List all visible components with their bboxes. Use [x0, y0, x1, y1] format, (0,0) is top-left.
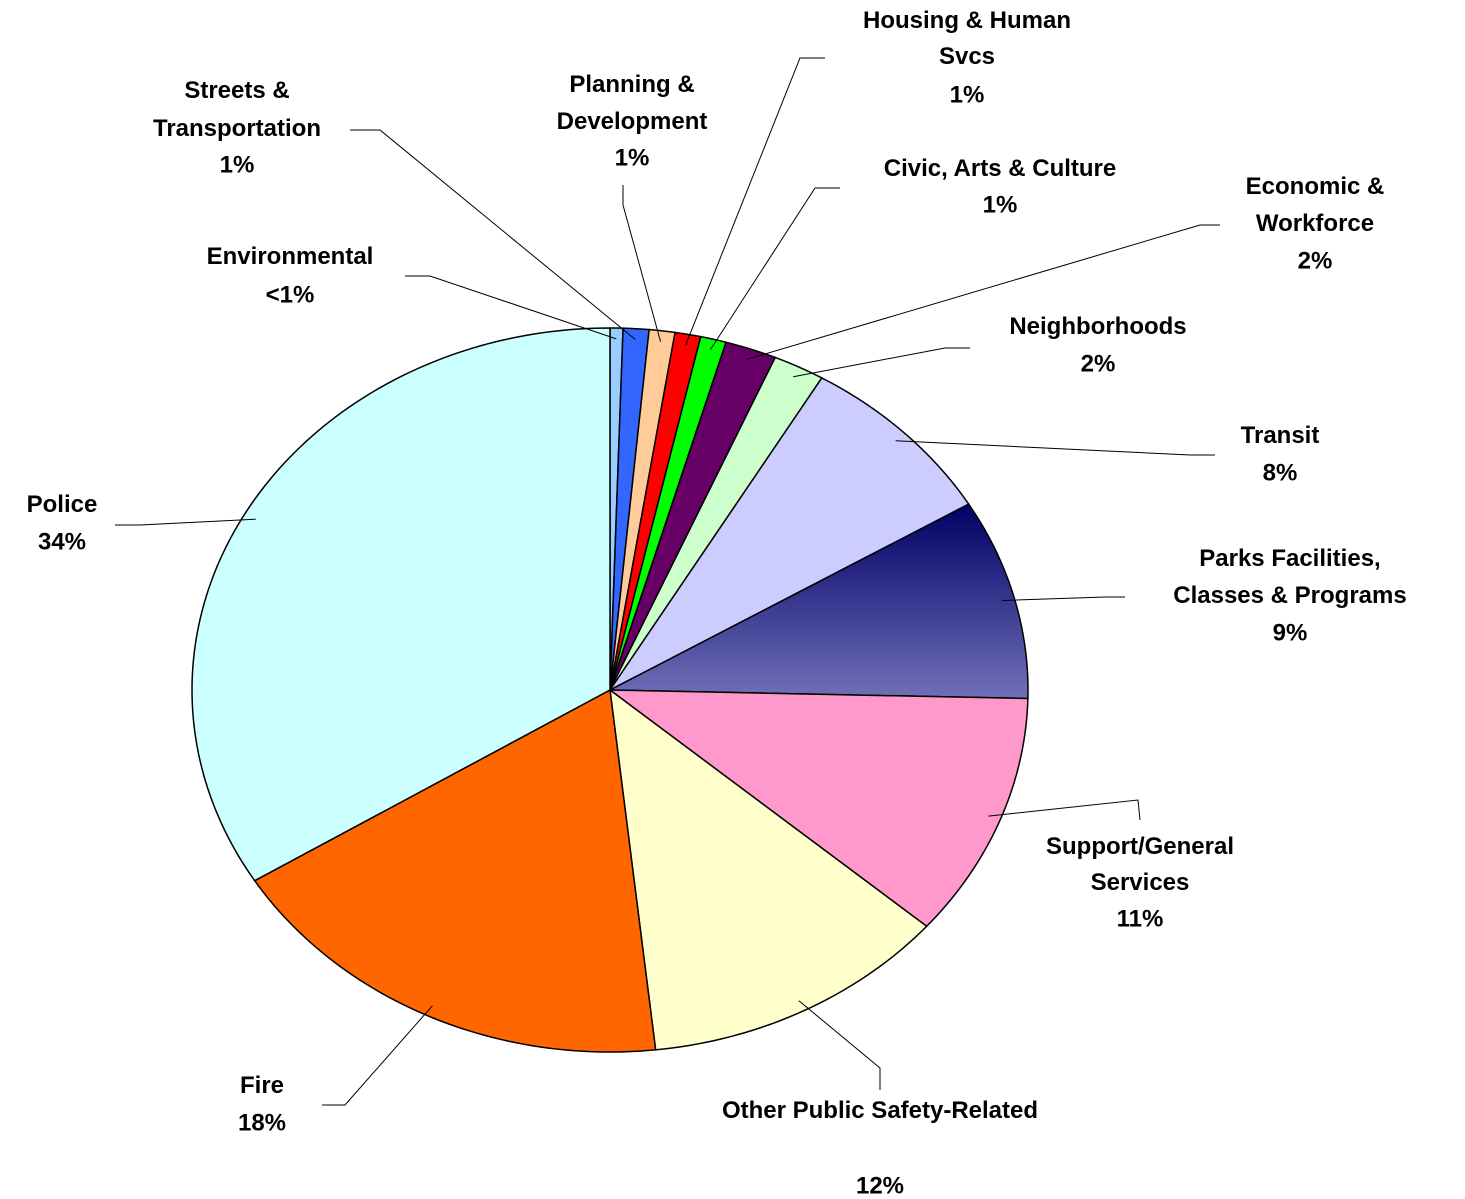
leader-line	[622, 185, 662, 342]
label-line: Services	[1091, 869, 1190, 896]
label-line: Workforce	[1256, 210, 1374, 237]
leader-line	[350, 129, 636, 340]
leader-line	[895, 440, 1215, 456]
label-line: Transit	[1241, 422, 1320, 449]
label-line: Environmental	[207, 243, 374, 270]
slice-label: Fire	[240, 1072, 284, 1099]
slice-label: Parks Facilities, Classes & Programs	[1173, 545, 1406, 609]
label-line: Police	[27, 491, 98, 518]
leader-line	[709, 187, 840, 351]
value-label: 11%	[1117, 905, 1164, 932]
pie-slice	[609, 503, 1029, 700]
value-label: 18%	[238, 1109, 286, 1136]
slice-label: Streets & Transportation	[153, 77, 321, 142]
slice-label: Neighborhoods	[1009, 313, 1186, 340]
slice-label: Economic & Workforce	[1246, 173, 1385, 237]
label-line: Neighborhoods	[1009, 313, 1186, 340]
leader-line	[746, 224, 1220, 360]
label-line: Streets &	[184, 77, 289, 104]
value-label: 34%	[38, 528, 86, 555]
value-label: <1%	[266, 281, 315, 308]
label-line: Other Public Safety-Related	[722, 1097, 1038, 1124]
leader-line	[685, 57, 825, 346]
slice-label: Civic, Arts & Culture	[884, 155, 1117, 182]
slice-label: Environmental	[207, 243, 374, 270]
pie-slice	[609, 356, 823, 691]
slice-label: Housing & Human Svcs	[863, 7, 1071, 70]
value-label: 2%	[1298, 247, 1333, 274]
pie-slice	[607, 689, 1029, 928]
pie-slice	[191, 327, 611, 882]
label-line: Classes & Programs	[1173, 582, 1406, 609]
label-line: Support/General	[1046, 833, 1234, 860]
pie-slice	[253, 688, 657, 1053]
label-line: Housing & Human	[863, 7, 1071, 34]
value-label: 12%	[856, 1172, 904, 1199]
slice-label: Other Public Safety-Related	[722, 1097, 1038, 1124]
slice-label: Police	[27, 491, 98, 518]
pie-slice	[609, 688, 928, 1051]
leader-line	[793, 347, 970, 378]
label-line: Parks Facilities,	[1199, 545, 1380, 572]
value-label: 1%	[983, 191, 1018, 218]
label-line: Fire	[240, 1072, 284, 1099]
label-line: Civic, Arts & Culture	[884, 155, 1117, 182]
slice-label: Transit	[1241, 422, 1320, 449]
slice-label: Planning & Development	[557, 71, 708, 135]
value-label: 8%	[1263, 459, 1298, 486]
leader-line	[798, 1000, 881, 1090]
leader-line	[322, 1005, 433, 1106]
leader-line	[405, 275, 617, 340]
label-line: Svcs	[939, 43, 995, 70]
value-label: 1%	[615, 144, 650, 171]
leader-line	[1002, 596, 1125, 601]
pie-slice	[609, 341, 777, 691]
leader-line	[115, 518, 256, 526]
value-label: 2%	[1081, 350, 1116, 377]
label-line: Development	[557, 108, 708, 135]
value-label: 1%	[950, 81, 985, 108]
value-label: 1%	[220, 151, 255, 178]
pie-slice	[609, 376, 970, 691]
slice-label: Support/General Services	[1046, 833, 1234, 896]
label-line: Economic &	[1246, 173, 1385, 200]
pie	[191, 327, 1029, 1053]
leader-line	[988, 799, 1141, 821]
value-label: 9%	[1273, 619, 1308, 646]
label-line: Transportation	[153, 115, 321, 142]
label-line: Planning &	[569, 71, 694, 98]
